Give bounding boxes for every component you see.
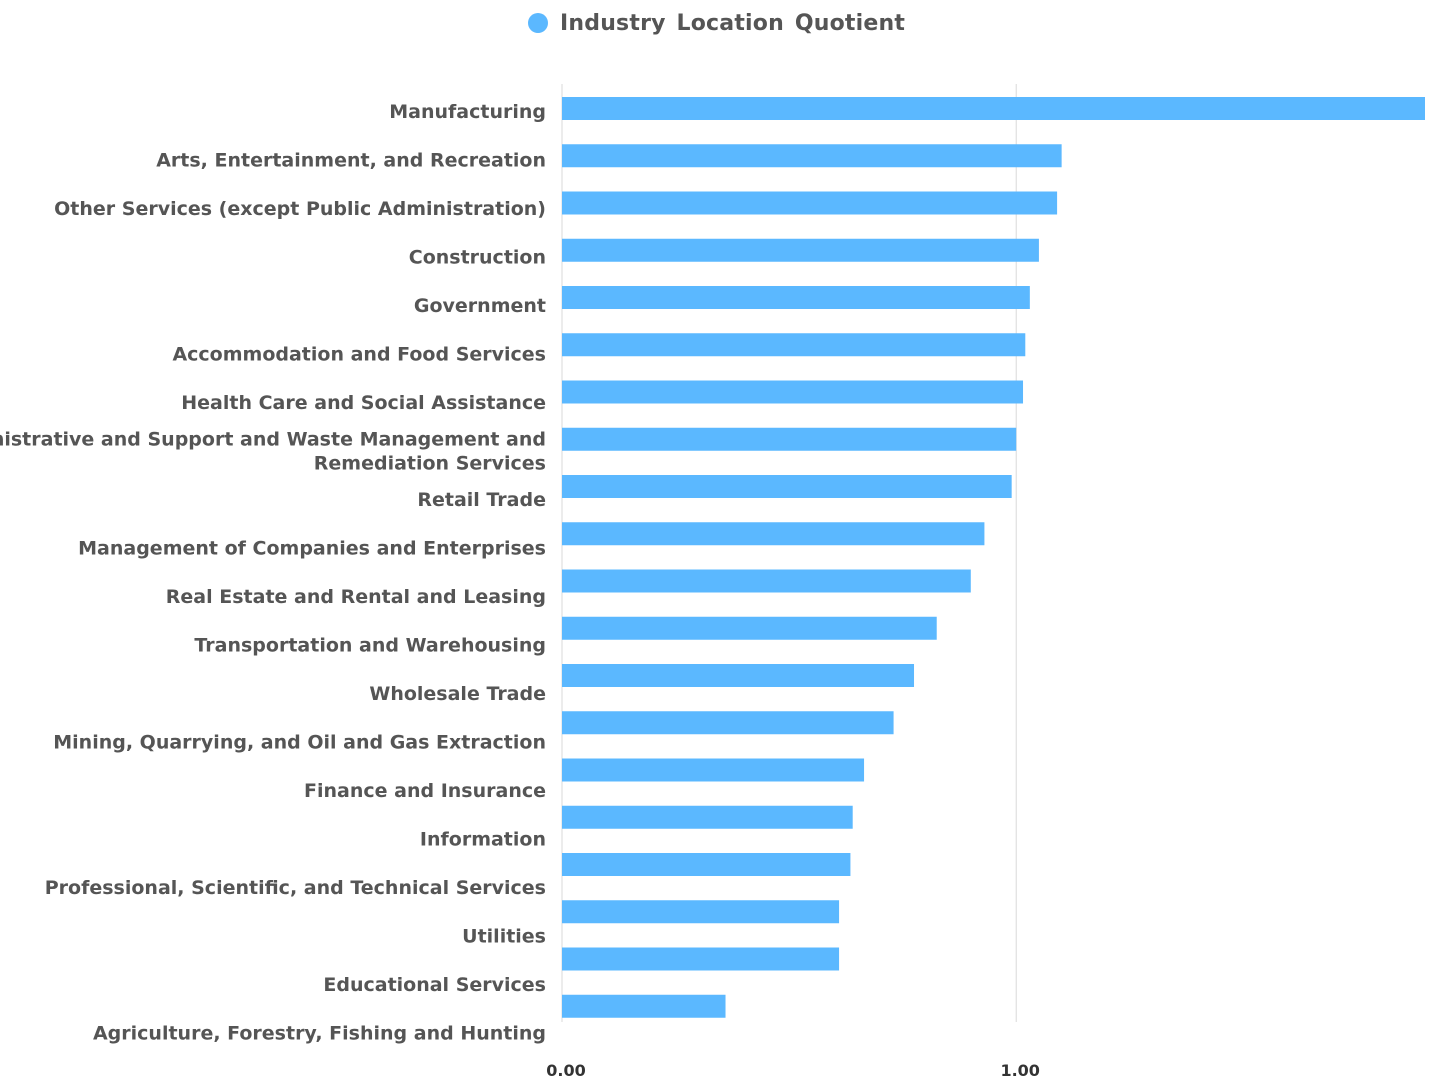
category-label-16: Professional, Scientific, and Technical …: [45, 877, 546, 899]
category-label-15: Information: [420, 829, 546, 851]
category-label-4: Government: [414, 295, 546, 317]
bar-18: [562, 947, 840, 971]
bar-16: [562, 853, 851, 876]
bar-3: [562, 238, 1039, 262]
category-label-7: Administrative and Support and Waste Man…: [0, 429, 546, 475]
bar-13: [562, 711, 894, 735]
category-label-9: Management of Companies and Enterprises: [78, 538, 546, 560]
x-tick-label-0: 0.00: [546, 1061, 585, 1080]
bar-17: [562, 900, 840, 924]
bar-4: [562, 286, 1030, 309]
legend-swatch: [528, 13, 548, 33]
category-label-2: Other Services (except Public Administra…: [54, 198, 546, 220]
bar-11: [562, 616, 937, 640]
category-label-6: Health Care and Social Assistance: [181, 392, 546, 414]
bar-5: [562, 333, 1026, 357]
bar-0: [562, 97, 1425, 120]
bar-12: [562, 664, 915, 687]
category-label-14: Finance and Insurance: [304, 780, 546, 802]
chart-legend: Industry Location Quotient: [528, 8, 905, 38]
category-label-0: Manufacturing: [389, 101, 546, 123]
x-tick-label-1: 1.00: [1000, 1061, 1039, 1080]
category-label-17: Utilities: [462, 926, 546, 948]
category-labels: Manufacturing Arts, Entertainment, and Re…: [0, 101, 546, 1045]
bar-6: [562, 380, 1024, 404]
category-label-8: Retail Trade: [417, 489, 546, 511]
category-label-3: Construction: [409, 247, 546, 269]
bars: [562, 97, 1425, 1018]
legend-label: Industry Location Quotient: [560, 10, 906, 36]
category-label-11: Transportation and Warehousing: [194, 635, 546, 657]
bar-1: [562, 144, 1062, 168]
bar-15: [562, 805, 853, 829]
category-label-18: Educational Services: [323, 974, 546, 996]
category-label-13: Mining, Quarrying, and Oil and Gas Extra…: [53, 732, 546, 754]
bar-9: [562, 522, 985, 546]
category-label-5: Accommodation and Food Services: [172, 344, 546, 366]
category-label-10: Real Estate and Rental and Leasing: [166, 586, 546, 608]
bar-14: [562, 758, 865, 782]
gridlines: [561, 84, 1017, 1022]
bar-10: [562, 569, 971, 593]
category-label-1: Arts, Entertainment, and Recreation: [156, 150, 546, 172]
category-label-19: Agriculture, Forestry, Fishing and Hunti…: [93, 1023, 546, 1045]
bar-2: [562, 191, 1058, 215]
x-axis-ticks: 0.00 1.00: [546, 1061, 1040, 1080]
bar-8: [562, 475, 1012, 498]
bar-7: [562, 427, 1017, 451]
category-label-12: Wholesale Trade: [369, 683, 546, 705]
bar-19: [562, 994, 726, 1018]
